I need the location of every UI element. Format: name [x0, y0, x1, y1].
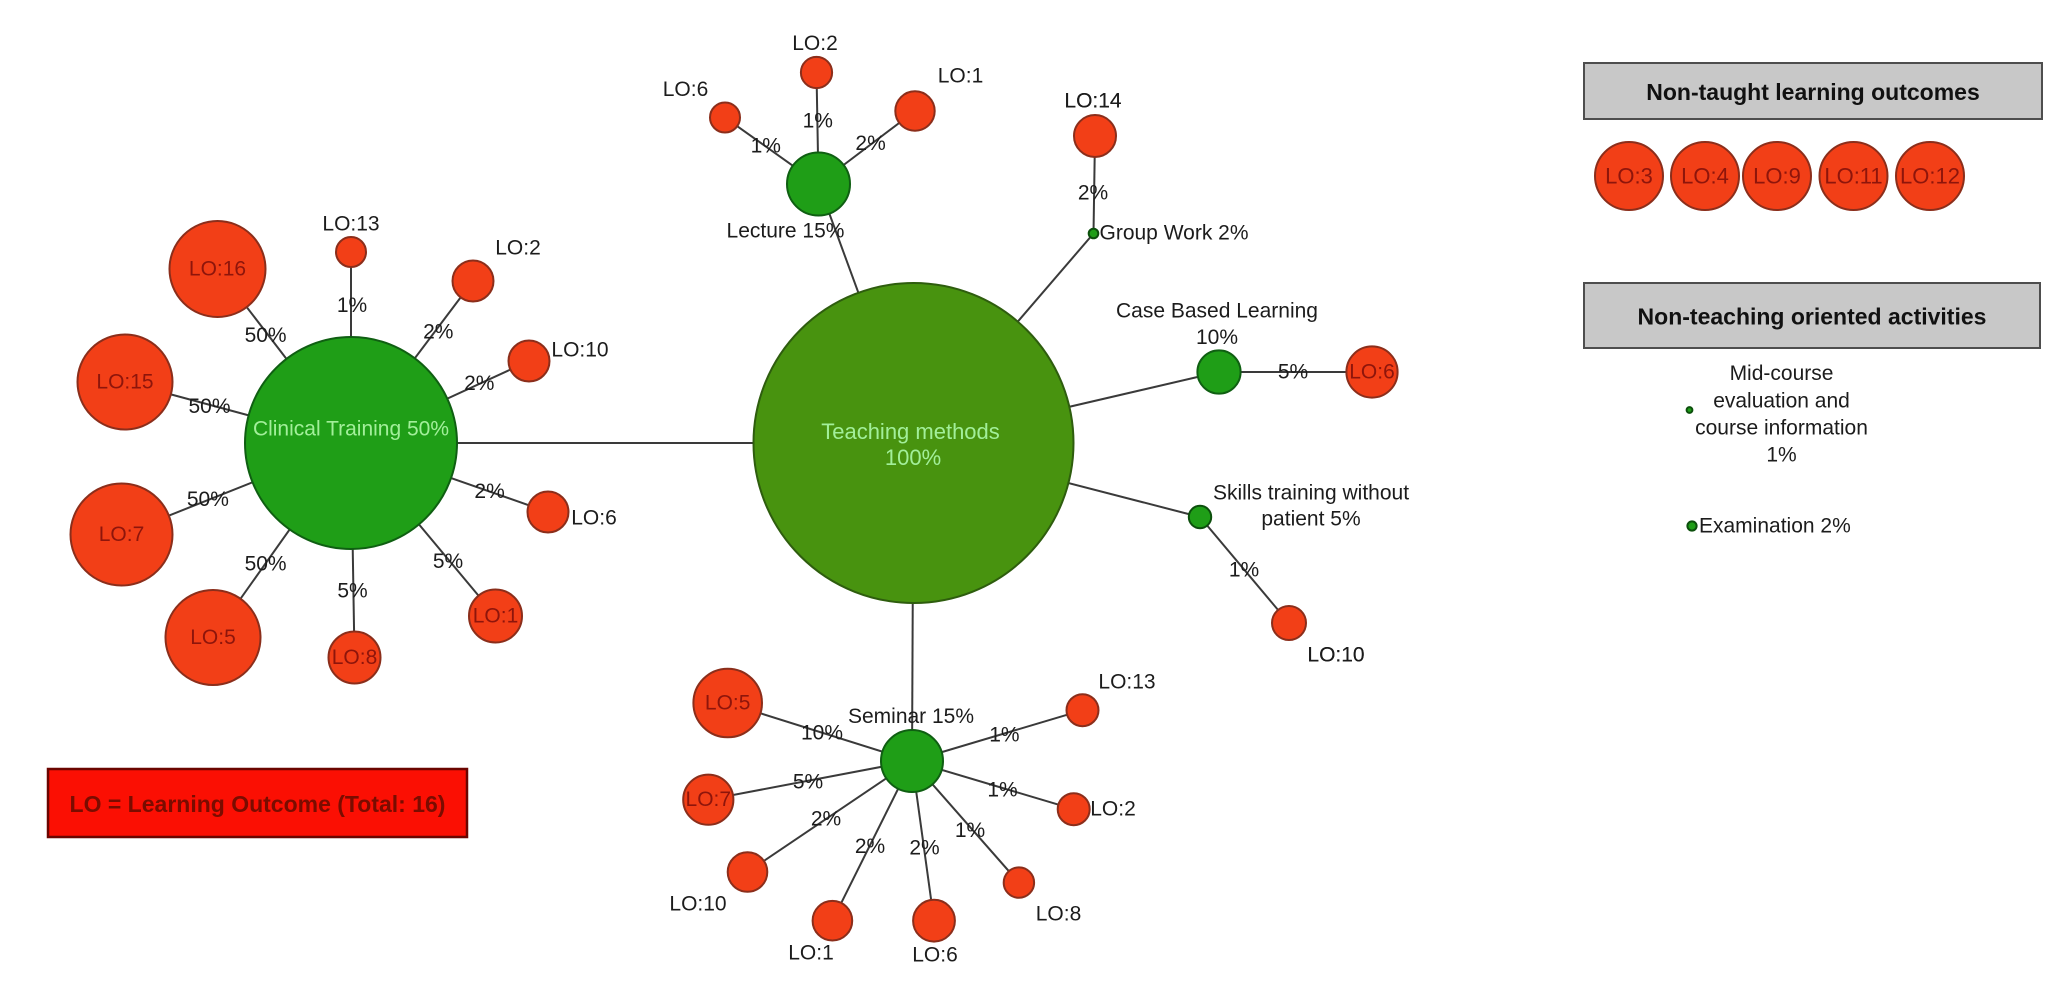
- svg-text:1%: 1%: [1229, 559, 1259, 582]
- svg-text:Group Work 2%: Group Work 2%: [1100, 222, 1249, 245]
- svg-text:LO:11: LO:11: [1824, 164, 1882, 189]
- svg-text:Mid-course: Mid-course: [1730, 362, 1834, 385]
- svg-text:patient 5%: patient 5%: [1261, 508, 1360, 531]
- svg-text:10%: 10%: [1196, 326, 1238, 349]
- svg-text:LO:15: LO:15: [96, 371, 153, 394]
- svg-text:LO:8: LO:8: [1036, 903, 1082, 926]
- svg-text:5%: 5%: [433, 550, 463, 573]
- svg-text:2%: 2%: [1078, 182, 1108, 205]
- svg-text:1%: 1%: [803, 110, 833, 133]
- svg-text:LO:13: LO:13: [322, 213, 379, 236]
- svg-text:LO:7: LO:7: [686, 788, 732, 811]
- svg-text:LO:16: LO:16: [189, 258, 246, 281]
- svg-text:LO:2: LO:2: [792, 32, 838, 55]
- svg-text:1%: 1%: [987, 779, 1017, 802]
- svg-text:LO:10: LO:10: [551, 339, 608, 362]
- svg-text:2%: 2%: [855, 132, 885, 155]
- svg-text:1%: 1%: [751, 134, 781, 157]
- svg-text:Non-teaching oriented activiti: Non-teaching oriented activities: [1638, 304, 1987, 330]
- svg-text:50%: 50%: [188, 395, 230, 418]
- svg-text:course information: course information: [1695, 416, 1868, 439]
- svg-text:LO:14: LO:14: [1064, 90, 1122, 113]
- svg-text:LO:10: LO:10: [1307, 644, 1364, 667]
- svg-text:2%: 2%: [811, 808, 841, 831]
- svg-text:Case Based Learning: Case Based Learning: [1116, 300, 1318, 323]
- svg-text:2%: 2%: [474, 480, 504, 503]
- svg-text:LO:2: LO:2: [1090, 798, 1136, 821]
- svg-text:LO:8: LO:8: [332, 646, 378, 669]
- svg-text:50%: 50%: [245, 553, 287, 576]
- svg-text:LO:6: LO:6: [663, 78, 709, 101]
- svg-text:LO:1: LO:1: [938, 65, 984, 88]
- svg-text:LO:3: LO:3: [1605, 164, 1653, 189]
- svg-text:1%: 1%: [337, 294, 367, 317]
- svg-text:Seminar 15%: Seminar 15%: [848, 705, 974, 728]
- svg-text:LO:6: LO:6: [1349, 361, 1395, 384]
- svg-text:5%: 5%: [793, 771, 823, 794]
- svg-text:LO:13: LO:13: [1098, 671, 1155, 694]
- svg-text:Clinical Training 50%: Clinical Training 50%: [253, 418, 449, 441]
- svg-text:LO = Learning Outcome (Total:: LO = Learning Outcome (Total: 16): [70, 791, 446, 817]
- svg-text:1%: 1%: [1766, 443, 1796, 466]
- svg-text:2%: 2%: [909, 837, 939, 860]
- svg-text:LO:7: LO:7: [99, 523, 145, 546]
- svg-text:Lecture 15%: Lecture 15%: [727, 220, 845, 243]
- svg-text:LO:6: LO:6: [571, 507, 617, 530]
- svg-text:LO:4: LO:4: [1681, 164, 1729, 189]
- svg-text:2%: 2%: [423, 321, 453, 344]
- svg-text:LO:10: LO:10: [669, 893, 726, 916]
- svg-text:Teaching methods: Teaching methods: [821, 419, 1000, 444]
- svg-text:Non-taught learning outcomes: Non-taught learning outcomes: [1646, 79, 1980, 105]
- svg-text:5%: 5%: [337, 580, 367, 603]
- svg-text:5%: 5%: [1278, 361, 1308, 384]
- svg-text:evaluation and: evaluation and: [1713, 389, 1850, 412]
- svg-text:LO:9: LO:9: [1753, 164, 1801, 189]
- svg-text:1%: 1%: [989, 724, 1019, 747]
- svg-text:LO:1: LO:1: [473, 605, 519, 628]
- svg-text:LO:5: LO:5: [190, 626, 236, 649]
- svg-text:Skills training without: Skills training without: [1213, 482, 1409, 505]
- svg-text:LO:5: LO:5: [705, 692, 751, 715]
- svg-text:2%: 2%: [855, 835, 885, 858]
- svg-text:LO:12: LO:12: [1900, 164, 1960, 189]
- svg-text:Examination 2%: Examination 2%: [1699, 515, 1851, 538]
- svg-text:LO:1: LO:1: [788, 942, 834, 965]
- svg-text:LO:2: LO:2: [495, 237, 541, 260]
- svg-text:1%: 1%: [955, 819, 985, 842]
- svg-text:100%: 100%: [885, 445, 941, 470]
- svg-text:50%: 50%: [245, 324, 287, 347]
- svg-text:10%: 10%: [801, 722, 843, 745]
- svg-text:LO:14: LO:14: [1064, 90, 1122, 113]
- svg-text:2%: 2%: [464, 372, 494, 395]
- svg-text:LO:10: LO:10: [1307, 644, 1364, 667]
- svg-text:50%: 50%: [187, 488, 229, 511]
- svg-text:LO:6: LO:6: [912, 944, 958, 967]
